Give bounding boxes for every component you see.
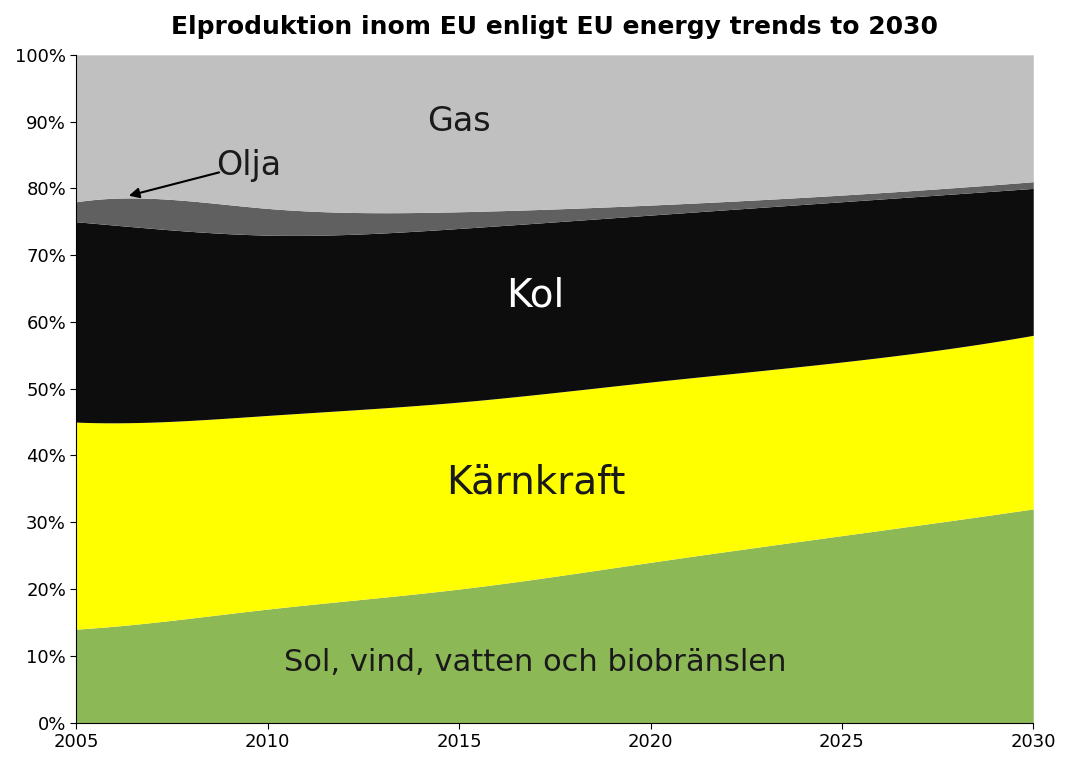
- Text: Gas: Gas: [427, 105, 491, 138]
- Text: Sol, vind, vatten och biobränslen: Sol, vind, vatten och biobränslen: [285, 648, 787, 677]
- Text: Kärnkraft: Kärnkraft: [446, 463, 625, 501]
- Title: Elproduktion inom EU enligt EU energy trends to 2030: Elproduktion inom EU enligt EU energy tr…: [171, 15, 938, 39]
- Text: Olja: Olja: [216, 149, 282, 182]
- Text: Kol: Kol: [507, 277, 564, 314]
